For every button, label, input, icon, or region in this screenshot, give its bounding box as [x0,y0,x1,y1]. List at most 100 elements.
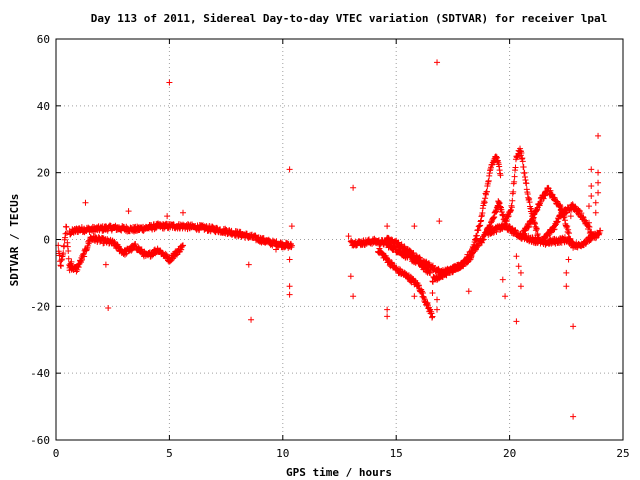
data-point [566,230,573,237]
x-tick-label: 20 [503,447,516,460]
data-point [56,252,63,259]
data-point [483,188,490,195]
data-point [471,244,478,251]
data-point [513,318,520,325]
data-point [63,224,70,231]
data-point [286,166,293,173]
data-point [595,169,602,176]
data-point [588,193,595,200]
data-point [429,289,436,296]
data-point [125,208,132,215]
y-tick-label: -40 [30,367,50,380]
data-point [585,219,592,226]
data-point [429,313,436,320]
data-point [61,242,68,249]
data-point [510,188,517,195]
y-tick-label: -60 [30,434,50,447]
data-point [288,242,295,249]
data-point [511,178,518,185]
data-point [350,184,357,191]
chart-title: Day 113 of 2011, Sidereal Day-to-day VTE… [91,12,608,25]
data-point [272,246,279,253]
data-point [499,276,506,283]
data-point [508,204,515,211]
data-point [102,261,109,268]
data-point [469,249,476,256]
data-point [347,273,354,280]
data-point [513,253,520,260]
data-point [473,232,480,239]
data-point [597,227,604,234]
data-point [570,323,577,330]
data-point [565,256,572,263]
data-point [519,158,526,165]
y-tick-label: 40 [37,100,50,113]
data-point [411,293,418,300]
data-point [595,132,602,139]
data-point [570,413,577,420]
data-point [592,209,599,216]
y-tick-label: 20 [37,167,50,180]
data-point [345,233,352,240]
data-point [62,230,69,237]
data-point [515,263,522,270]
data-point [517,283,524,290]
data-point [585,203,592,210]
data-point [384,313,391,320]
data-point [65,247,72,254]
data-point [286,291,293,298]
data-point [503,217,510,224]
data-point [588,183,595,190]
data-point [434,306,441,313]
data-point [595,179,602,186]
data-point [245,261,252,268]
y-tick-label: 0 [43,234,50,247]
y-tick-label: 60 [37,33,50,46]
data-point [533,226,540,233]
data-point [384,306,391,313]
data-point [180,242,187,249]
data-point [427,269,434,276]
data-point [518,150,525,157]
data-point [465,288,472,295]
y-tick-label: -20 [30,300,50,313]
x-tick-label: 0 [53,447,60,460]
axis-ticks: 0 5 10 15 20 25 -60 -40 -20 0 20 40 60 [30,33,630,460]
data-point [563,283,570,290]
data-point [595,189,602,196]
data-point [411,223,418,230]
data-point [567,213,574,220]
data-points [55,59,604,420]
x-tick-label: 5 [166,447,173,460]
data-point [497,172,504,179]
data-point [60,250,67,257]
data-point [350,293,357,300]
data-point [509,197,516,204]
data-point [105,305,112,312]
data-point [166,79,173,86]
x-tick-label: 25 [616,447,629,460]
data-point [512,164,519,171]
data-point [523,180,530,187]
data-point [248,316,255,323]
data-point [429,278,436,285]
data-point [434,296,441,303]
x-tick-label: 10 [276,447,289,460]
x-tick-label: 15 [390,447,403,460]
data-point [434,59,441,66]
data-point [570,244,577,251]
data-point [57,262,64,269]
data-point [384,223,391,230]
data-point [588,228,595,235]
data-point [288,223,295,230]
data-point [286,283,293,290]
data-point [517,269,524,276]
data-point [520,164,527,171]
data-point [511,173,518,180]
data-point [180,209,187,216]
data-point [82,199,89,206]
y-axis-title: SDTVAR / TECUs [8,194,21,287]
data-point [81,253,88,260]
data-point [502,293,509,300]
